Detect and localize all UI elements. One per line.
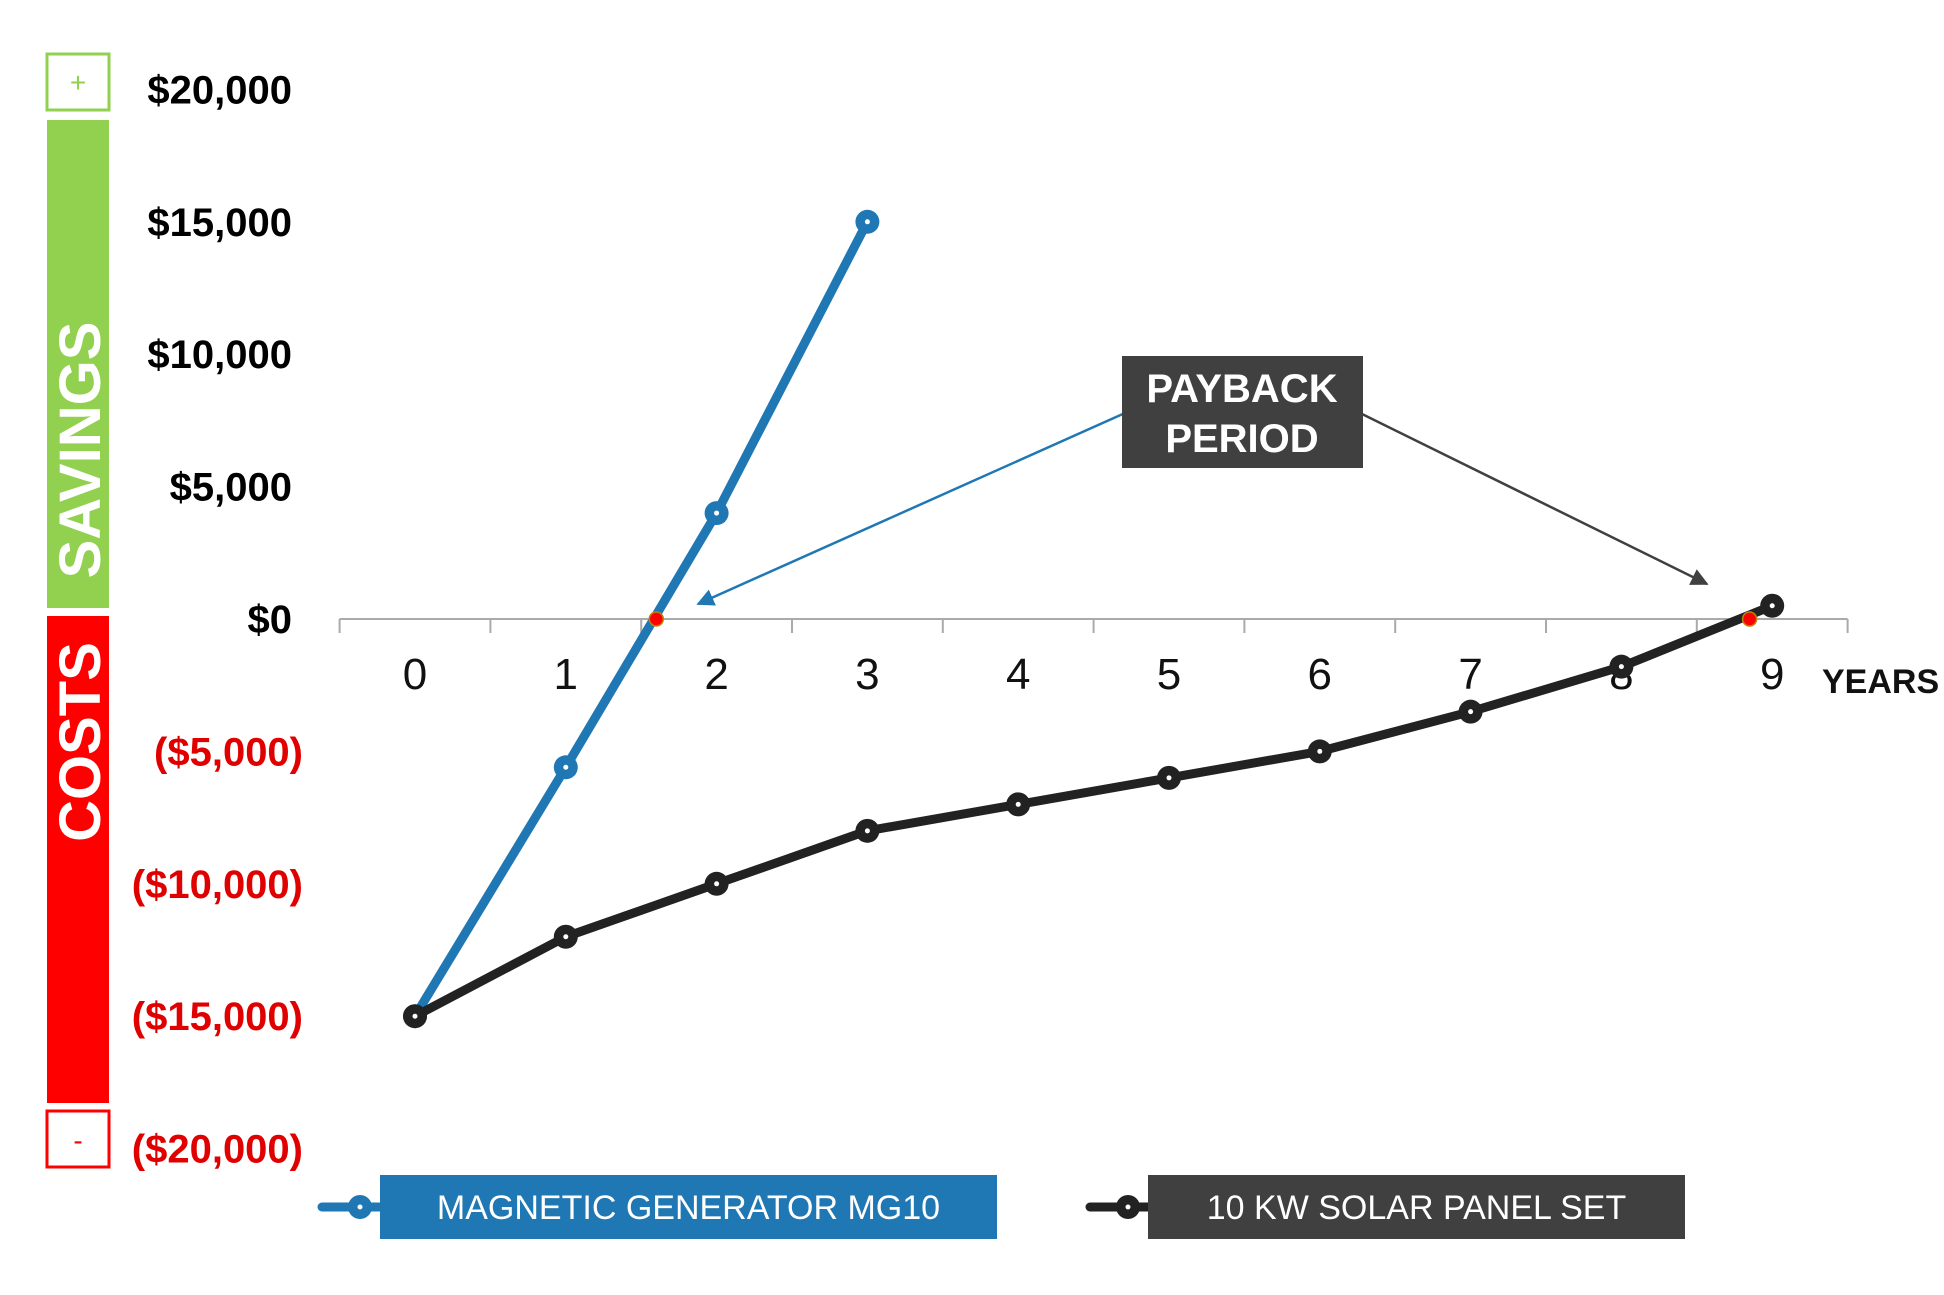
legend: MAGNETIC GENERATOR MG10 10 KW SOLAR PANEL… (317, 1175, 1685, 1239)
y-tick-label: ($15,000) (132, 995, 303, 1039)
x-tick-label: 3 (855, 650, 879, 699)
payback-point-marker (1741, 611, 1758, 627)
y-tick-label: ($20,000) (132, 1128, 303, 1172)
series-line-magnetic-generator-mg10 (410, 217, 872, 1021)
y-tick-label: $5,000 (170, 466, 292, 510)
legend-box-magnetic-generator-mg10 (380, 1175, 997, 1239)
data-point-center (1015, 801, 1021, 807)
legend-swatch-center (1125, 1204, 1131, 1210)
payback-line-2: PERIOD (1165, 417, 1318, 461)
savings-label: SAVINGS (48, 322, 113, 579)
y-tick-label: ($5,000) (154, 730, 303, 774)
data-point-center (1618, 664, 1624, 670)
data-point-center (864, 219, 870, 225)
minus-box (45, 1109, 111, 1169)
payback-annotation: PAYBACK PERIOD (696, 356, 1709, 606)
y-tick-label: $0 (248, 598, 293, 642)
x-tick-label: 0 (403, 650, 427, 699)
payback-box (1122, 356, 1363, 468)
payback-line-1: PAYBACK (1146, 367, 1337, 411)
payback-point-marker (648, 611, 665, 627)
savings-band (47, 120, 109, 608)
payback-arrow-blue (696, 411, 1126, 606)
x-tick-label: 9 (1760, 650, 1784, 699)
costs-label: COSTS (48, 642, 113, 842)
costs-band (47, 616, 109, 1103)
data-point-center (714, 510, 720, 516)
x-tick-label: 2 (704, 650, 728, 699)
data-point-center (1166, 775, 1172, 781)
legend-label: MAGNETIC GENERATOR MG10 (437, 1189, 940, 1227)
y-tick-label: $15,000 (147, 201, 292, 245)
side-bar: + SAVINGS COSTS - (45, 52, 113, 1169)
legend-swatch-center (357, 1204, 363, 1210)
x-axis-title: YEARS (1822, 663, 1939, 701)
legend-label: 10 KW SOLAR PANEL SET (1207, 1189, 1626, 1227)
data-point-center (864, 828, 870, 834)
legend-box-10-kw-solar-panel-set (1148, 1175, 1685, 1239)
x-tick-label: 5 (1157, 650, 1181, 699)
x-tick-label: 6 (1308, 650, 1332, 699)
data-point-center (1769, 603, 1775, 609)
x-tick-label: 7 (1458, 650, 1482, 699)
minus-sign: - (73, 1125, 82, 1156)
payback-arrow-dark (1359, 411, 1709, 586)
y-tick-label: $20,000 (147, 68, 292, 112)
data-point-center (563, 934, 569, 940)
data-point-center (1317, 748, 1323, 754)
data-point-center (412, 1013, 418, 1019)
data-point-center (714, 881, 720, 887)
y-axis-labels: $20,000 $15,000 $10,000 $5,000 $0 ($5,000) ($1… (132, 68, 303, 1171)
y-tick-label: $10,000 (147, 333, 292, 377)
y-tick-label: ($10,000) (132, 863, 303, 907)
series-line-10-kw-solar-panel-set (410, 601, 1777, 1021)
x-tick-label: 4 (1006, 650, 1030, 699)
data-point-center (563, 764, 569, 770)
plus-box (45, 52, 111, 112)
plus-sign: + (70, 67, 86, 98)
x-tick-label: 1 (554, 650, 578, 699)
x-axis: 0123456789YEARS (338, 618, 1939, 701)
data-point-center (1468, 709, 1474, 715)
series-layer (403, 209, 1785, 1029)
